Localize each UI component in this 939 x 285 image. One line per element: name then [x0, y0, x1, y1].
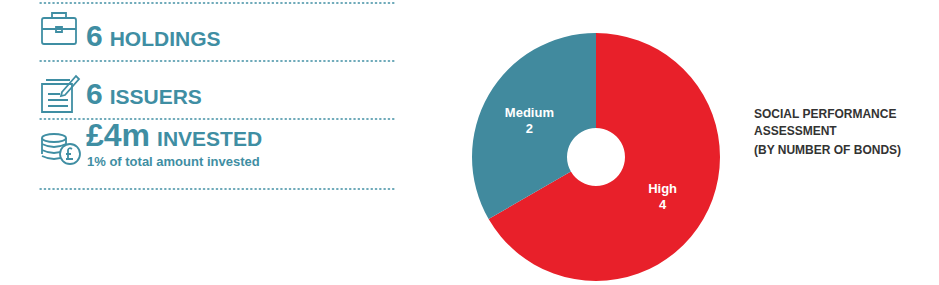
stat-label: INVESTED: [157, 127, 262, 150]
chart-title-box: SOCIAL PERFORMANCE ASSESSMENT (BY NUMBER …: [754, 106, 904, 159]
divider: [40, 60, 395, 61]
slice-label: High: [648, 181, 677, 196]
briefcase-icon: [42, 13, 76, 44]
stat-label: ISSUERS: [110, 85, 202, 108]
data-labels: High4 Medium2: [505, 105, 677, 213]
stat-value: £4m: [86, 117, 150, 153]
stat-label: HOLDINGS: [110, 27, 221, 50]
stat-value: 6: [86, 77, 103, 110]
stat-note: 1% of total amount invested: [87, 154, 260, 169]
divider: [40, 2, 395, 3]
chart-subtitle: (BY NUMBER OF BONDS): [754, 142, 904, 159]
stage: 6 HOLDINGS 6 ISSUERS £4m INVESTED 1% of total …: [0, 0, 939, 285]
chart-title: SOCIAL PERFORMANCE ASSESSMENT: [754, 106, 904, 140]
stat-value: 6: [86, 19, 103, 52]
slice-value: 4: [659, 197, 667, 212]
document-icon: [42, 76, 79, 112]
slice-label: Medium: [505, 105, 554, 120]
donut: [472, 33, 720, 281]
donut-slice: [472, 33, 596, 219]
coins-icon: [42, 134, 80, 164]
slice-value: 2: [526, 121, 533, 136]
divider: [40, 188, 395, 189]
